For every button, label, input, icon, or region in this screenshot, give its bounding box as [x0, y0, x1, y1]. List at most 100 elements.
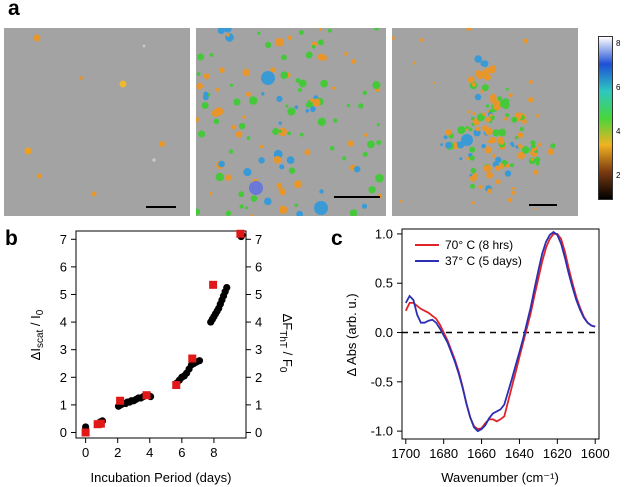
tht-point: [188, 354, 197, 363]
afm-particle: [440, 143, 443, 146]
chart-b-xlabel: Incubation Period (days): [91, 470, 232, 485]
afm-particle: [347, 140, 354, 147]
afm-particle: [259, 144, 264, 149]
afm-particle: [201, 102, 209, 109]
afm-particle: [318, 28, 322, 32]
afm-particle: [466, 28, 472, 31]
afm-particle: [217, 28, 226, 35]
afm-particle: [492, 129, 500, 137]
afm-particle: [497, 96, 502, 101]
afm-particle: [482, 112, 486, 116]
afm-particle: [272, 128, 280, 135]
afm-particle: [250, 195, 258, 202]
afm-particle: [196, 72, 201, 76]
scale-bar-3: [529, 204, 557, 206]
afm-particle: [225, 210, 232, 216]
y-tick-label: 3: [60, 342, 67, 357]
y-tick-label: 0.5: [375, 276, 393, 291]
afm-particle: [495, 156, 502, 163]
afm-particle: [484, 127, 493, 136]
afm-particle: [246, 91, 251, 97]
afm-image-3-particles: [392, 28, 578, 216]
afm-particle: [275, 37, 284, 47]
afm-particle: [354, 166, 361, 173]
afm-particle: [226, 33, 230, 37]
afm-particle: [399, 199, 403, 203]
afm-particle: [319, 189, 324, 194]
afm-image-1-particles: [4, 28, 190, 216]
afm-particle: [517, 151, 525, 160]
afm-particle: [470, 183, 475, 189]
afm-particle: [215, 172, 224, 182]
colorbar-tick: 4: [616, 127, 621, 136]
afm-particle: [530, 157, 534, 161]
y-tick-label-right: 2: [255, 370, 262, 385]
afm-particle: [483, 164, 492, 173]
y-tick-label-right: 0: [255, 425, 262, 440]
afm-particle: [508, 93, 513, 98]
afm-particle: [368, 186, 376, 194]
y-tick-label-right: 4: [255, 315, 262, 330]
afm-particle: [504, 116, 509, 121]
afm-particle: [489, 93, 497, 101]
afm-particle: [298, 79, 307, 88]
afm-particle: [481, 84, 489, 92]
afm-particle: [453, 142, 457, 146]
series-line-37c: [405, 230, 596, 433]
afm-particle: [499, 139, 505, 145]
afm-particle: [521, 146, 530, 154]
afm-particle: [328, 28, 332, 33]
afm-particle: [280, 71, 289, 79]
afm-particle: [299, 132, 304, 137]
afm-particle: [305, 51, 313, 59]
scatter-point: [223, 283, 231, 292]
afm-particle: [528, 79, 533, 84]
afm-particle: [198, 130, 206, 138]
afm-particle: [229, 83, 233, 87]
afm-particle: [228, 149, 234, 154]
afm-image-1: [4, 28, 190, 216]
afm-particle: [211, 109, 220, 117]
afm-particle: [459, 157, 463, 161]
x-tick-label: 1640: [505, 446, 534, 461]
afm-particle: [473, 173, 479, 178]
afm-particle: [297, 88, 302, 93]
afm-particle: [233, 98, 241, 106]
afm-particle: [264, 197, 272, 206]
afm-particle: [320, 79, 328, 88]
afm-particle: [197, 53, 205, 61]
afm-particle: [243, 168, 252, 177]
afm-particle: [242, 115, 246, 119]
afm-particle: [505, 163, 510, 168]
x-tick-label: 2: [114, 445, 121, 460]
afm-particle: [534, 156, 541, 163]
afm-particle: [265, 41, 272, 49]
afm-particle: [538, 142, 542, 147]
afm-particle: [196, 208, 201, 216]
afm-particle: [443, 135, 448, 140]
afm-particle: [294, 180, 303, 189]
afm-particle: [478, 75, 483, 80]
afm-particle: [533, 169, 539, 175]
afm-particle: [278, 129, 282, 133]
afm-particle: [342, 156, 347, 161]
afm-particle: [276, 95, 283, 102]
afm-image-2: [196, 28, 386, 216]
afm-particle: [333, 118, 338, 123]
afm-particle: [278, 205, 288, 214]
afm-particle: [475, 70, 482, 77]
afm-particle: [332, 86, 336, 90]
legend-label-70c: 70° C (8 hrs): [445, 238, 513, 252]
afm-particle: [376, 140, 382, 145]
afm-particle: [517, 143, 522, 148]
afm-particle: [469, 155, 475, 161]
afm-particle: [311, 44, 316, 49]
afm-particle: [351, 59, 357, 64]
afm-particle: [312, 98, 321, 107]
y-tick-label-right: 1: [255, 397, 262, 412]
afm-particle: [523, 38, 529, 44]
afm-particle: [445, 129, 452, 136]
afm-particle: [517, 132, 524, 138]
afm-particle: [419, 38, 424, 42]
afm-particle: [528, 157, 536, 165]
